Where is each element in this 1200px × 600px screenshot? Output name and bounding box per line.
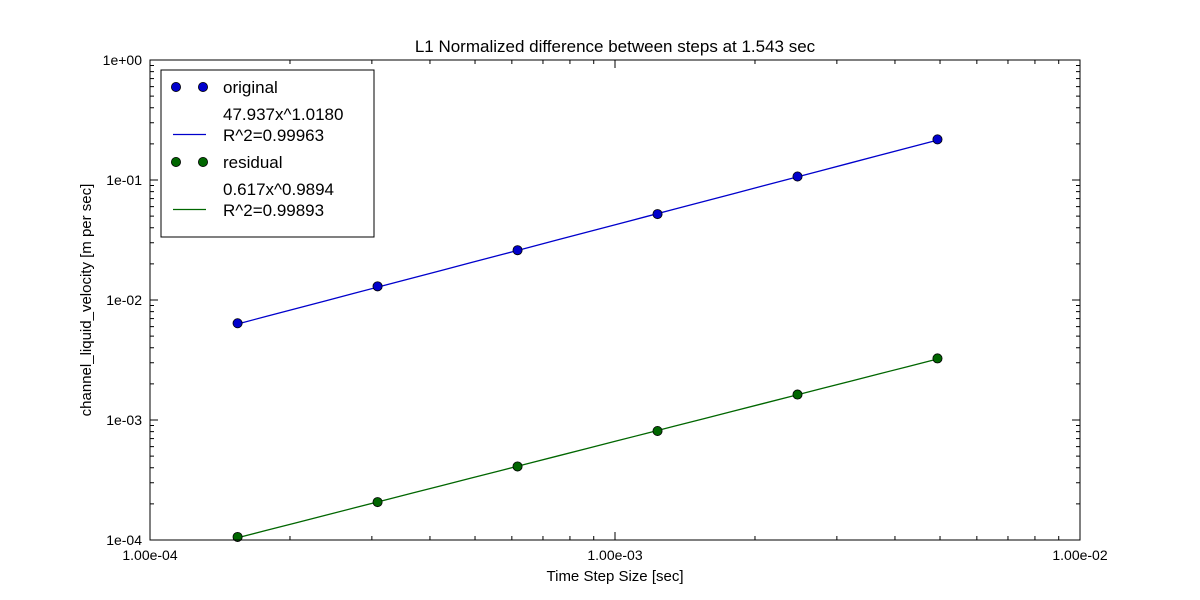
data-point-original	[232, 318, 243, 329]
data-point-original	[932, 134, 943, 145]
x-tick-label: 1.00e-02	[1052, 547, 1107, 563]
chart-legend: original 47.937x^1.0180 R^2=0.99963 residua…	[160, 69, 375, 238]
x-axis-label: Time Step Size [sec]	[547, 568, 684, 585]
y-axis-label: channel_liquid_velocity [m per sec]	[78, 184, 95, 417]
data-point-original	[512, 245, 523, 256]
data-point-residual	[932, 353, 943, 364]
y-tick-label: 1e+00	[103, 52, 143, 68]
legend-entry-label: R^2=0.99893	[223, 201, 324, 220]
x-tick-label: 1.00e-04	[122, 547, 177, 563]
y-tick-label: 1e-04	[106, 532, 142, 548]
y-tick-label: 1e-02	[106, 292, 142, 308]
x-tick-label: 1.00e-03	[587, 547, 642, 563]
data-point-original	[792, 171, 803, 182]
legend-marker	[170, 82, 181, 93]
data-point-original	[652, 209, 663, 220]
data-point-residual	[652, 425, 663, 436]
chart-title: L1 Normalized difference between steps a…	[415, 37, 816, 56]
legend-entry-label: 47.937x^1.0180	[223, 105, 343, 124]
legend-entry-label: original	[223, 78, 278, 97]
legend-entry-label: residual	[223, 153, 283, 172]
legend-marker	[197, 82, 208, 93]
data-point-residual	[372, 497, 383, 508]
data-point-residual	[792, 389, 803, 400]
plot-layer	[232, 134, 943, 542]
axes-layer: 1.00e-04 1.00e-03 1.00e-02 1e+00 1e-01 1e-02 1…	[78, 37, 1108, 585]
fit-line-3	[237, 358, 938, 539]
y-tick-label: 1e-01	[106, 172, 142, 188]
data-point-residual	[512, 461, 523, 472]
data-point-original	[372, 281, 383, 292]
data-point-residual	[232, 531, 243, 542]
fit-line-1	[237, 139, 938, 325]
legend-marker	[197, 156, 208, 167]
legend-marker	[170, 156, 181, 167]
legend-entry-label: R^2=0.99963	[223, 126, 324, 145]
y-tick-label: 1e-03	[106, 412, 142, 428]
legend-entry-label: 0.617x^0.9894	[223, 180, 334, 199]
